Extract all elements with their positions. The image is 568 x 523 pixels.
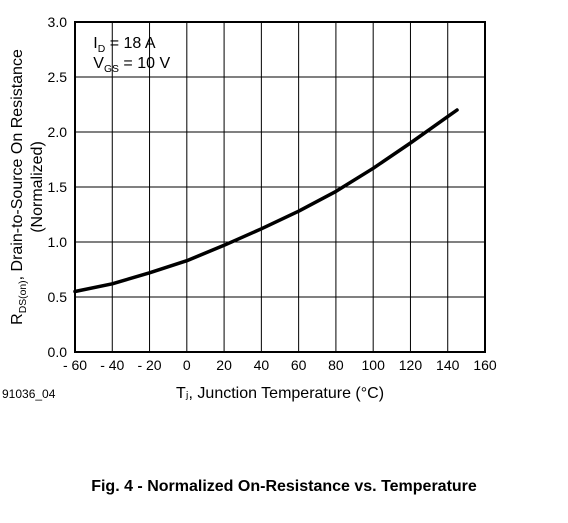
figure-caption: Fig. 4 - Normalized On-Resistance vs. Te…	[0, 478, 568, 496]
line-chart: - 60- 40- 200204060801001201401600.00.51…	[0, 0, 568, 460]
x-tick-label: 100	[362, 357, 386, 373]
y-tick-label: 0.5	[48, 289, 68, 305]
y-tick-label: 2.5	[48, 69, 68, 85]
corner-label: 91036_04	[2, 387, 56, 401]
x-axis-label: Tⱼ, Junction Temperature (°C)	[176, 385, 384, 402]
y-tick-label: 1.0	[48, 234, 68, 250]
x-tick-label: 140	[436, 357, 460, 373]
x-tick-label: 80	[328, 357, 344, 373]
y-tick-label: 2.0	[48, 124, 68, 140]
x-tick-label: 40	[254, 357, 270, 373]
x-tick-label: 160	[473, 357, 497, 373]
y-tick-label: 1.5	[48, 179, 68, 195]
y-tick-label: 3.0	[48, 14, 68, 30]
x-tick-label: 0	[183, 357, 191, 373]
x-tick-label: 60	[291, 357, 307, 373]
x-tick-label: - 40	[100, 357, 124, 373]
x-tick-label: 120	[399, 357, 423, 373]
x-tick-label: 20	[216, 357, 232, 373]
x-tick-label: - 20	[137, 357, 161, 373]
figure-container: { "chart": { "type": "line", "width": 56…	[0, 0, 568, 523]
y-tick-label: 0.0	[48, 344, 68, 360]
